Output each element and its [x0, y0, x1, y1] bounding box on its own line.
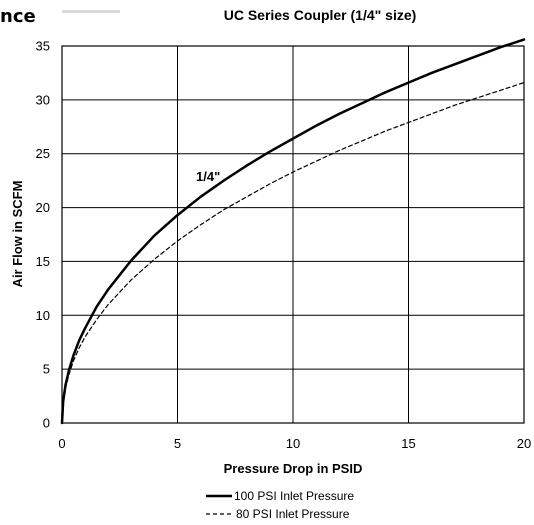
legend-label-100psi: 100 PSI Inlet Pressure [234, 489, 354, 503]
y-tick-label: 25 [36, 146, 50, 161]
series-group [60, 38, 526, 425]
x-tick-label: 5 [174, 436, 181, 451]
x-tick-label: 0 [58, 436, 65, 451]
plot-frame [61, 45, 525, 424]
size-annotation: 1/4" [196, 169, 220, 184]
x-axis-ticks: 0 5 10 15 20 [58, 436, 531, 451]
y-tick-label: 5 [43, 362, 50, 377]
series-line-80psi [61, 82, 525, 424]
y-tick-label: 0 [43, 416, 50, 431]
legend-label-80psi: 80 PSI Inlet Pressure [236, 507, 350, 521]
x-tick-label: 20 [517, 436, 531, 451]
cropped-heading-fragment: nce [0, 6, 36, 27]
series-line-100psi [60, 38, 526, 425]
heading-rule [62, 10, 120, 13]
legend: 100 PSI Inlet Pressure 80 PSI Inlet Pres… [206, 489, 354, 521]
y-tick-label: 15 [36, 254, 50, 269]
y-axis-ticks: 0 5 10 15 20 25 30 35 [36, 39, 50, 431]
x-axis-title: Pressure Drop in PSID [224, 461, 363, 476]
x-tick-label: 15 [401, 436, 415, 451]
grid [61, 45, 525, 424]
y-tick-label: 35 [36, 39, 50, 54]
y-tick-label: 10 [36, 308, 50, 323]
y-axis-title: Air Flow in SCFM [10, 181, 25, 288]
y-tick-label: 30 [36, 92, 50, 107]
chart-title: UC Series Coupler (1/4" size) [224, 7, 417, 23]
y-tick-label: 20 [36, 200, 50, 215]
x-tick-label: 10 [286, 436, 300, 451]
